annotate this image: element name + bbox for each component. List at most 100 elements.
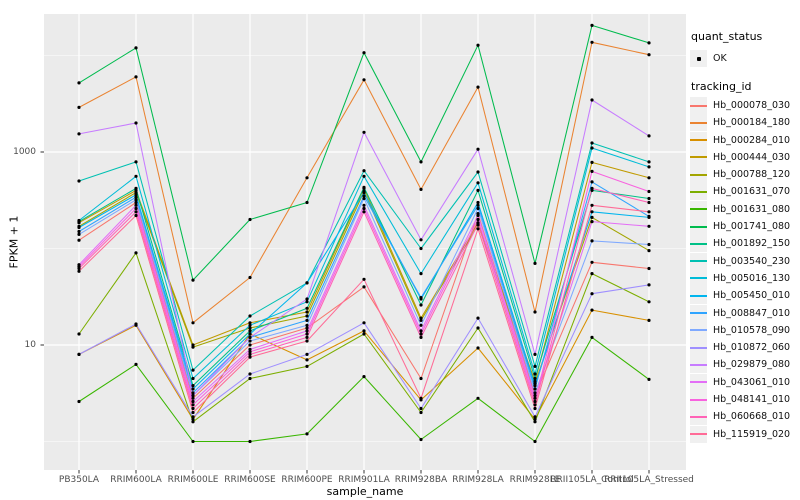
- data-point: [476, 147, 480, 151]
- data-point: [362, 375, 366, 379]
- series-points-Hb_001631_080: [77, 335, 651, 444]
- legend-item-Hb_010872_060: Hb_010872_060: [690, 339, 798, 357]
- data-point: [77, 399, 81, 404]
- legend-line-swatch: [690, 277, 707, 280]
- data-point: [590, 335, 594, 339]
- legend-item-ok: OK: [690, 50, 798, 67]
- data-point: [647, 214, 651, 218]
- data-point: [248, 439, 252, 444]
- data-point: [647, 196, 651, 201]
- legend-item-label: Hb_060668_010: [713, 411, 791, 423]
- legend-item-Hb_000184_180: Hb_000184_180: [690, 114, 798, 132]
- data-point: [248, 321, 252, 325]
- legend-item-label: Hb_115919_020: [713, 428, 791, 440]
- data-point: [191, 396, 195, 400]
- data-point: [191, 345, 195, 349]
- legend-key: [690, 200, 707, 218]
- data-point: [362, 277, 366, 281]
- data-point: [647, 165, 651, 169]
- series-points-Hb_115919_020: [77, 203, 651, 415]
- data-point: [134, 251, 138, 255]
- legend-item-label: Hb_001631_070: [713, 186, 791, 198]
- data-point: [476, 85, 480, 89]
- data-point: [248, 372, 252, 376]
- data-point: [647, 266, 651, 271]
- legend-item-label: Hb_001631_080: [713, 203, 791, 215]
- data-point: [647, 189, 651, 194]
- data-point: [533, 310, 537, 314]
- data-point: [362, 321, 366, 325]
- legend-line-swatch: [690, 190, 707, 193]
- data-point: [590, 98, 594, 102]
- series-points-Hb_048141_010: [77, 169, 651, 407]
- data-point: [590, 186, 594, 190]
- legend-key: [690, 304, 707, 322]
- data-point: [533, 372, 537, 376]
- data-point: [362, 51, 366, 55]
- data-point: [134, 195, 138, 199]
- data-point: [533, 391, 537, 395]
- data-point: [248, 217, 252, 222]
- data-point: [305, 200, 309, 205]
- data-point: [248, 352, 252, 356]
- data-point: [647, 224, 651, 228]
- data-point: [647, 377, 651, 381]
- legend-item-Hb_029879_080: Hb_029879_080: [690, 356, 798, 374]
- data-point: [476, 326, 480, 330]
- data-point: [647, 176, 651, 180]
- legend-title-tracking-id: tracking_id: [691, 80, 752, 93]
- legend-item-Hb_005450_010: Hb_005450_010: [690, 287, 798, 305]
- data-point: [533, 399, 537, 404]
- data-point: [419, 323, 423, 327]
- data-point: [191, 278, 195, 282]
- data-point: [533, 381, 537, 385]
- data-point: [533, 406, 537, 411]
- legend: quant_status OK tracking_id Hb_000078_03…: [690, 30, 798, 443]
- legend-line-swatch: [690, 329, 707, 332]
- legend-line-swatch: [690, 242, 707, 245]
- legend-key: [690, 235, 707, 253]
- data-point: [419, 272, 423, 276]
- data-point: [533, 439, 537, 444]
- data-point: [191, 410, 195, 415]
- data-point: [305, 329, 309, 333]
- data-point: [248, 332, 252, 336]
- data-point: [77, 232, 81, 236]
- data-point: [248, 314, 252, 318]
- data-point: [647, 41, 651, 45]
- series-points-Hb_000184_180: [77, 40, 651, 325]
- legend-line-swatch: [690, 381, 707, 384]
- legend-item-label: Hb_005016_130: [713, 272, 791, 284]
- data-point: [248, 329, 252, 333]
- data-point: [77, 105, 81, 109]
- data-point: [590, 210, 594, 214]
- data-point: [590, 260, 594, 264]
- data-point: [419, 187, 423, 191]
- data-point: [419, 238, 423, 242]
- legend-item-Hb_001631_080: Hb_001631_080: [690, 200, 798, 218]
- legend-item-Hb_010578_090: Hb_010578_090: [690, 321, 798, 339]
- legend-key: [690, 287, 707, 305]
- series-points-Hb_005016_130: [77, 146, 651, 381]
- data-point: [134, 198, 138, 202]
- data-point: [305, 332, 309, 336]
- series-points-Hb_010578_090: [77, 196, 651, 398]
- data-point: [191, 387, 195, 391]
- data-point: [533, 387, 537, 391]
- data-point: [476, 43, 480, 47]
- data-point: [305, 364, 309, 368]
- data-point: [248, 323, 252, 327]
- data-point: [305, 432, 309, 436]
- legend-item-Hb_000284_010: Hb_000284_010: [690, 131, 798, 149]
- legend-item-label: Hb_010578_090: [713, 324, 791, 336]
- data-point: [590, 146, 594, 150]
- data-point: [419, 316, 423, 320]
- data-point: [476, 396, 480, 400]
- legend-item-label: Hb_000788_120: [713, 169, 791, 181]
- legend-key: [690, 252, 707, 270]
- legend-line-swatch: [690, 294, 707, 297]
- data-point: [77, 179, 81, 183]
- legend-line-swatch: [690, 156, 707, 159]
- legend-item-label: Hb_000078_030: [713, 100, 791, 111]
- series-points-Hb_001631_070: [77, 251, 651, 424]
